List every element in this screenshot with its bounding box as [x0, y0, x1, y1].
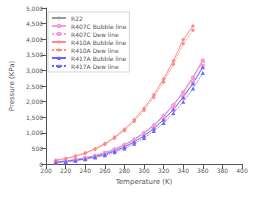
svg-text:280: 280 [119, 167, 131, 174]
svg-text:R417A Bubble line: R417A Bubble line [71, 55, 127, 62]
svg-text:300: 300 [138, 167, 150, 174]
svg-text:R22: R22 [71, 15, 83, 22]
svg-text:240: 240 [80, 167, 92, 174]
svg-text:2,500: 2,500 [26, 83, 43, 90]
svg-text:200: 200 [40, 167, 52, 174]
svg-text:R407C Dew line: R407C Dew line [71, 31, 119, 38]
svg-text:500: 500 [32, 145, 44, 152]
svg-text:3,000: 3,000 [26, 67, 43, 74]
svg-text:340: 340 [177, 167, 189, 174]
svg-text:400: 400 [236, 167, 248, 174]
svg-text:220: 220 [60, 167, 72, 174]
svg-text:360: 360 [197, 167, 209, 174]
svg-text:R417A Dew line: R417A Dew line [71, 63, 119, 70]
svg-text:R407C Bubble line: R407C Bubble line [71, 23, 127, 30]
svg-text:4,500: 4,500 [26, 20, 43, 27]
svg-text:R410A Bubble line: R410A Bubble line [71, 39, 127, 46]
svg-text:R410A Dew line: R410A Dew line [71, 47, 119, 54]
svg-text:320: 320 [158, 167, 170, 174]
svg-text:2,000: 2,000 [26, 98, 43, 105]
svg-text:4,000: 4,000 [26, 36, 43, 43]
svg-text:Pressure (KPa): Pressure (KPa) [8, 61, 16, 112]
svg-text:380: 380 [217, 167, 229, 174]
svg-text:5,000: 5,000 [26, 5, 43, 12]
svg-text:1,500: 1,500 [26, 114, 43, 121]
svg-text:1,000: 1,000 [26, 129, 43, 136]
svg-text:0: 0 [39, 160, 44, 168]
svg-text:260: 260 [99, 167, 111, 174]
svg-text:Temperature (K): Temperature (K) [115, 178, 173, 186]
svg-text:3,500: 3,500 [26, 51, 43, 58]
